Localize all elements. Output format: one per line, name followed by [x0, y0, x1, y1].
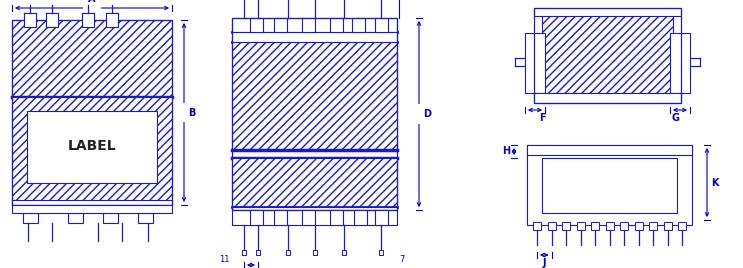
Bar	[542, 158, 677, 213]
Bar	[533, 222, 541, 230]
Bar	[250, 18, 263, 32]
Bar	[250, 210, 263, 225]
Bar	[620, 222, 628, 230]
Bar	[242, 250, 246, 255]
Bar	[232, 32, 397, 42]
Bar	[12, 205, 172, 213]
Bar	[562, 222, 570, 230]
Text: LABEL: LABEL	[68, 140, 117, 154]
Bar	[375, 18, 388, 32]
Bar	[342, 250, 346, 255]
Bar	[352, 18, 365, 32]
Bar	[577, 222, 585, 230]
Bar	[534, 8, 681, 16]
Bar	[302, 18, 315, 32]
Bar	[12, 200, 172, 205]
Bar	[313, 250, 317, 255]
Text: 7: 7	[399, 255, 404, 265]
Text: J: J	[542, 258, 546, 268]
Bar	[232, 158, 397, 207]
Bar	[330, 210, 343, 225]
Text: 11: 11	[219, 255, 230, 265]
Bar	[232, 210, 397, 225]
Bar	[274, 210, 287, 225]
Bar	[678, 222, 686, 230]
Bar	[46, 13, 58, 27]
Bar	[82, 13, 94, 27]
Bar	[256, 250, 260, 255]
Bar	[274, 18, 287, 32]
Bar	[12, 20, 172, 205]
Bar	[379, 250, 383, 255]
Bar	[12, 97, 172, 205]
Bar	[68, 213, 83, 223]
Bar	[24, 13, 36, 27]
Text: 6: 6	[399, 0, 404, 2]
Text: F: F	[539, 113, 545, 123]
Bar	[591, 222, 599, 230]
Text: B: B	[188, 107, 195, 117]
Bar	[542, 13, 673, 93]
Bar	[302, 210, 315, 225]
Text: D: D	[423, 109, 431, 119]
Text: H: H	[502, 147, 510, 157]
Bar	[354, 210, 367, 225]
Bar	[649, 222, 657, 230]
Bar	[138, 213, 153, 223]
Bar	[670, 33, 690, 93]
Text: G: G	[672, 113, 680, 123]
Bar	[606, 222, 614, 230]
Bar	[27, 111, 157, 183]
Bar	[330, 18, 343, 32]
Bar	[12, 20, 172, 97]
Bar	[548, 222, 556, 230]
Bar	[232, 18, 397, 32]
Bar	[375, 210, 388, 225]
Bar	[103, 213, 118, 223]
Bar	[534, 93, 681, 103]
Bar	[23, 213, 38, 223]
Bar	[635, 222, 643, 230]
Text: K: K	[711, 177, 718, 188]
Bar	[232, 42, 397, 150]
Bar	[534, 8, 681, 103]
Bar	[527, 145, 692, 155]
Text: A: A	[88, 0, 96, 4]
Bar	[663, 222, 672, 230]
Bar	[232, 207, 397, 210]
Bar	[286, 250, 290, 255]
Bar	[525, 33, 545, 93]
Bar	[232, 18, 397, 210]
Bar	[527, 145, 692, 225]
Bar	[106, 13, 118, 27]
